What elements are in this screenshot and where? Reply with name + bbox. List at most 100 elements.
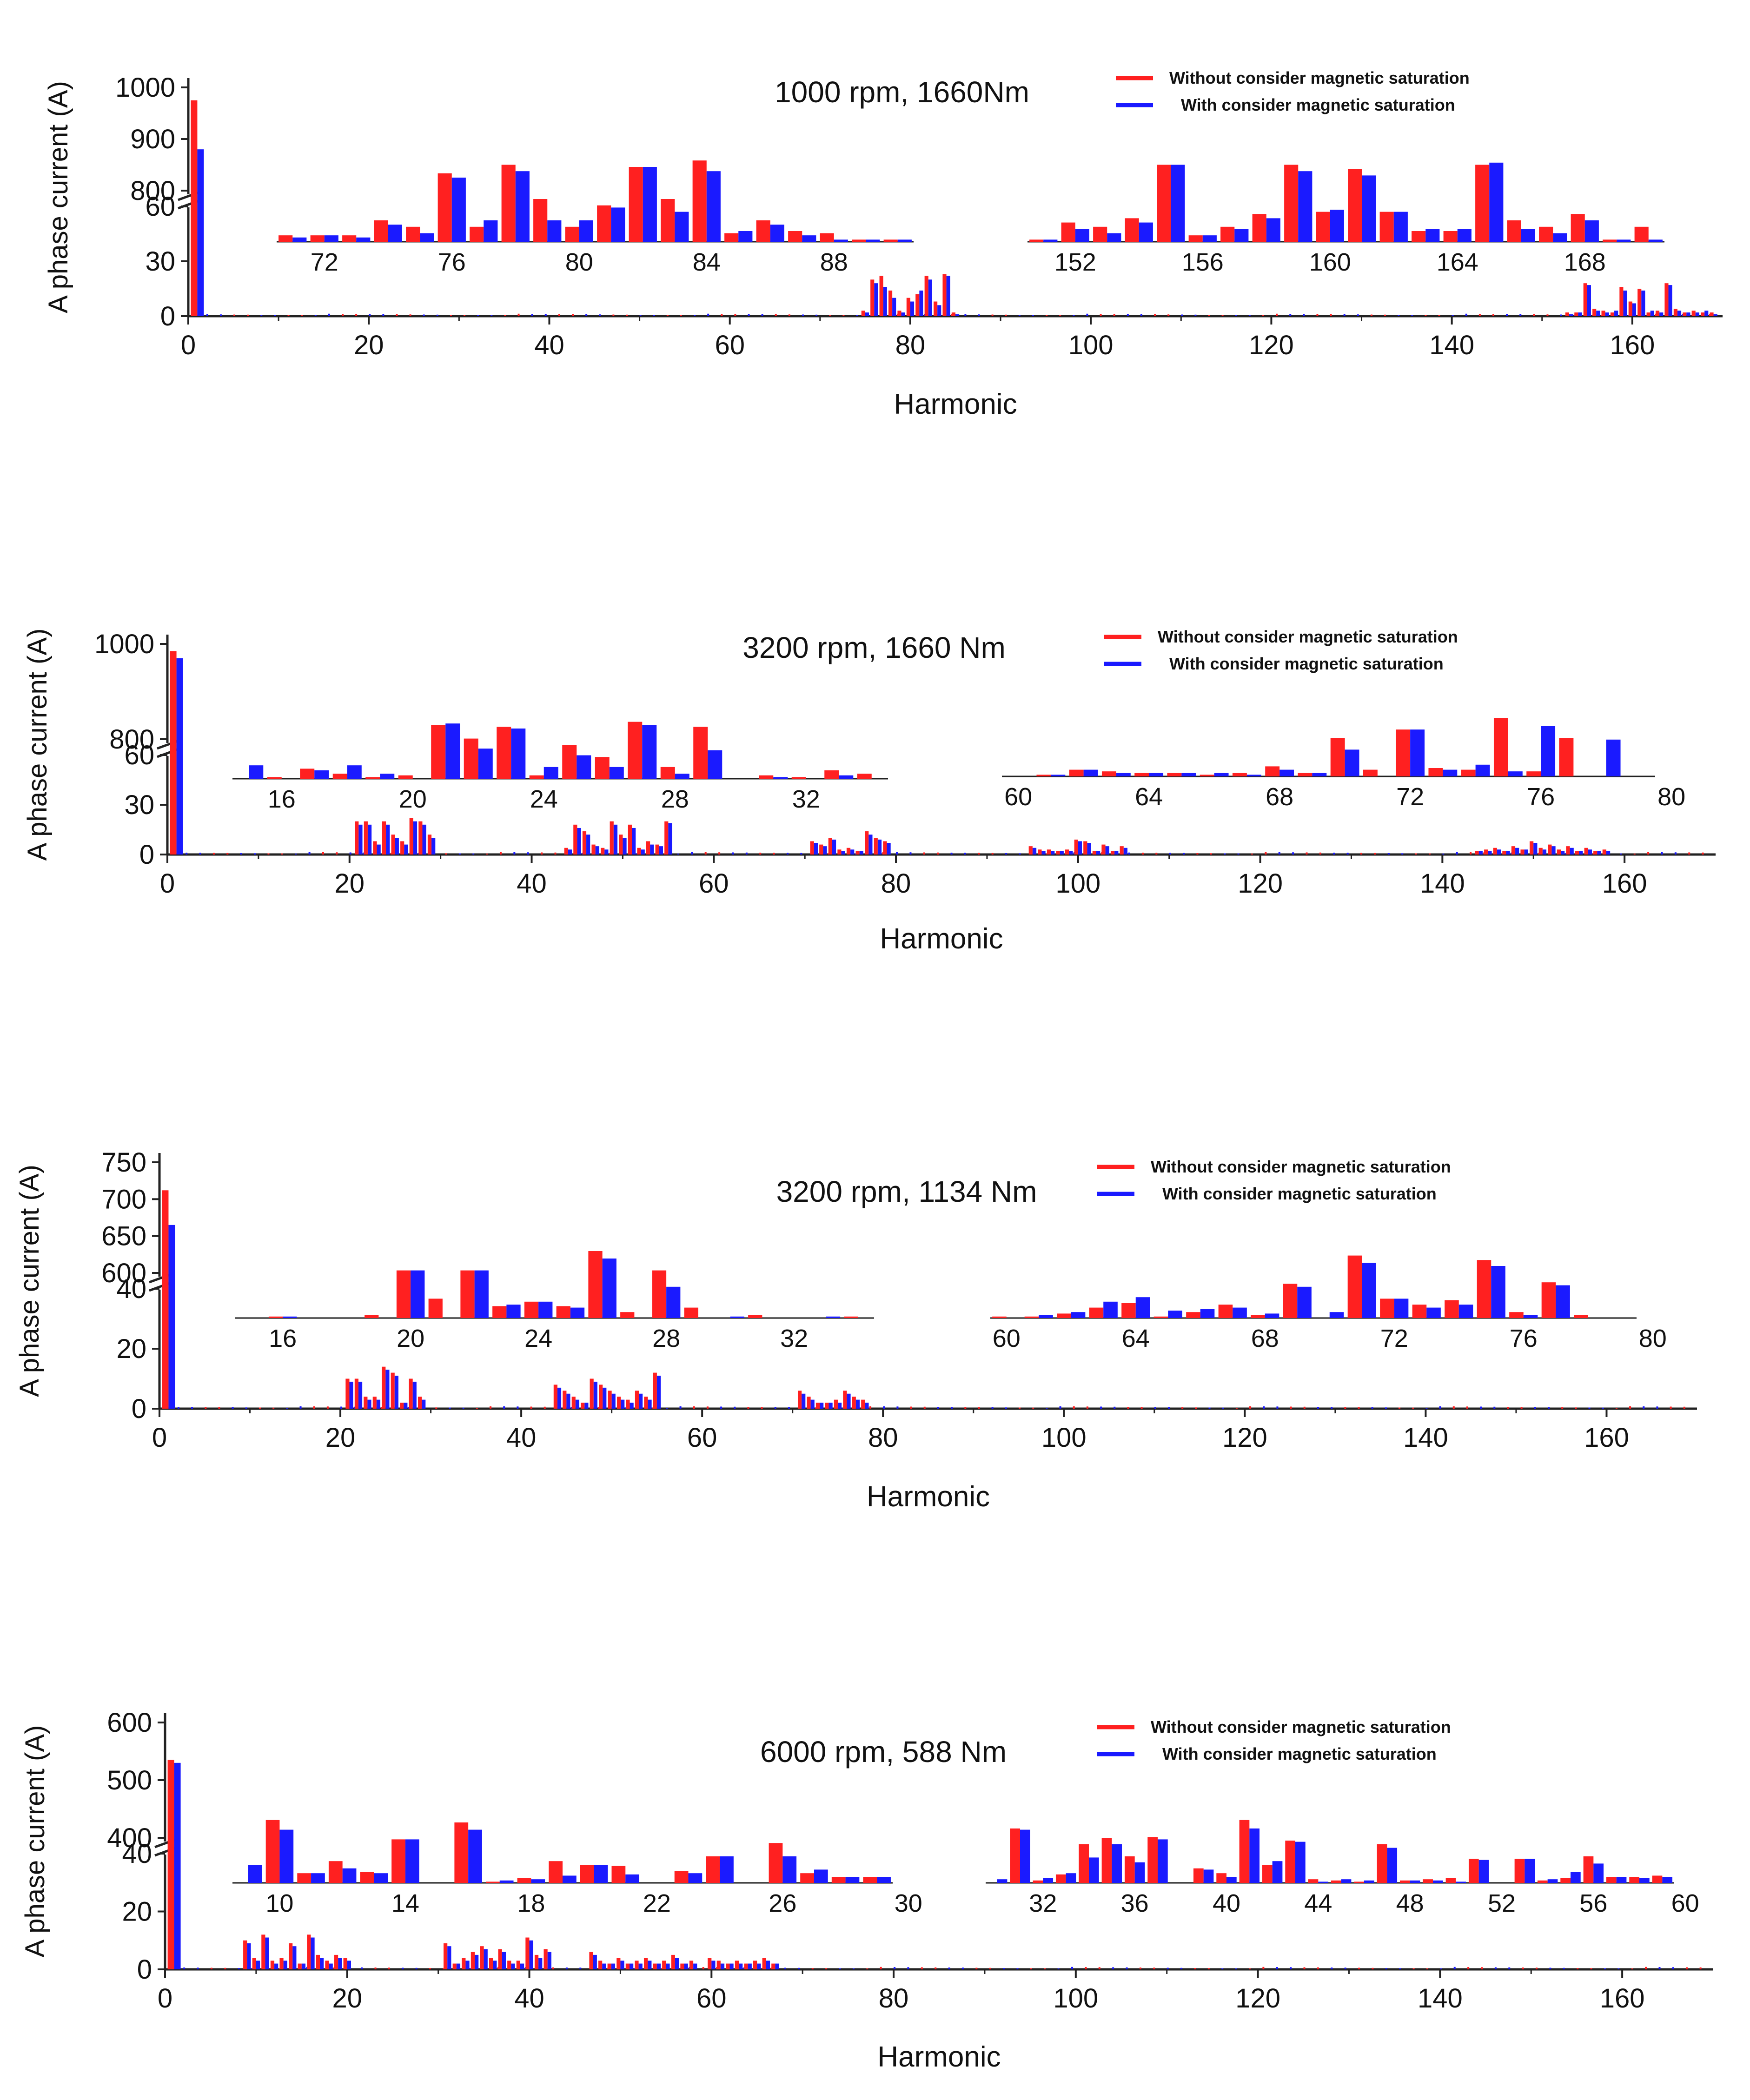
- bar-with: [1695, 312, 1699, 316]
- inset-bar-without: [1055, 1874, 1066, 1883]
- noise-bar: [1128, 852, 1130, 855]
- bar-with: [301, 1963, 306, 1969]
- bar-without: [601, 848, 605, 855]
- inset-bar-without: [1308, 1879, 1319, 1883]
- inset-bar-with: [506, 1305, 521, 1318]
- bar-without: [589, 1952, 593, 1969]
- bar-without: [534, 1954, 539, 1969]
- bar-with: [1597, 851, 1601, 855]
- bar-with: [1659, 312, 1664, 316]
- inset-bar-with: [826, 1316, 841, 1318]
- bar-with: [347, 1961, 351, 1969]
- bar-with: [1551, 846, 1556, 855]
- inset-bar-without: [1514, 1859, 1525, 1883]
- inset-bar-without: [1428, 768, 1443, 776]
- noise-bar: [704, 852, 707, 855]
- inset-bar-without: [629, 167, 643, 242]
- inset-bar-without: [1507, 220, 1521, 242]
- bar-without: [1710, 312, 1714, 316]
- noise-bar: [415, 1968, 418, 1969]
- noise-bar: [1661, 852, 1663, 855]
- noise-bar: [761, 1407, 763, 1409]
- noise-bar: [1114, 1406, 1116, 1409]
- bar-without: [564, 848, 568, 855]
- bar-with: [1606, 851, 1611, 855]
- bar-with: [757, 1963, 761, 1969]
- y-tick-label: 700: [101, 1184, 146, 1214]
- inset-bar-without: [1348, 169, 1362, 242]
- inset-bar-with: [1246, 775, 1261, 776]
- x-tick-label: 160: [1600, 1983, 1645, 2014]
- noise-bar: [1262, 1967, 1265, 1969]
- inset-bar-without: [1193, 1868, 1204, 1883]
- noise-bar: [1113, 314, 1115, 316]
- noise-bar: [896, 1406, 899, 1409]
- bar-without: [1583, 283, 1587, 316]
- inset-bar-without: [1232, 773, 1247, 776]
- noise-bar: [314, 315, 317, 316]
- noise-bar: [299, 1406, 302, 1409]
- x-tick-label: 0: [152, 1423, 167, 1453]
- x-tick-label: 140: [1418, 1983, 1463, 2014]
- inset-bar-without: [1330, 738, 1345, 776]
- noise-bar: [677, 854, 679, 855]
- inset-bar-with: [1541, 726, 1556, 776]
- bar-with: [1650, 311, 1654, 316]
- noise-bar: [1534, 1407, 1536, 1409]
- bar-cluster: [797, 1391, 869, 1409]
- noise-bar: [1508, 1967, 1511, 1969]
- noise-bar: [186, 853, 188, 855]
- inset-bar-without: [396, 1270, 411, 1318]
- noise-bar: [1370, 314, 1372, 316]
- y-tick-label: 0: [160, 301, 175, 331]
- bar-without: [1673, 309, 1677, 316]
- bar-with: [1570, 848, 1574, 855]
- x-tick-label: 20: [325, 1423, 356, 1453]
- y-tick-label: 800: [109, 724, 154, 755]
- chart-panel-3: 3200 rpm, 1134 Nm Without consider magnet…: [14, 1147, 1697, 1513]
- inset-tick-label: 14: [391, 1889, 419, 1917]
- bar-without: [643, 1958, 648, 1969]
- noise-bar: [1412, 1968, 1415, 1969]
- inset-bar-with: [1266, 218, 1280, 242]
- noise-bar: [1005, 853, 1008, 855]
- bar-without: [897, 311, 902, 316]
- noise-bar: [839, 1968, 841, 1969]
- bar-without: [1557, 849, 1561, 855]
- bar-without: [591, 844, 596, 855]
- inset-bar-with: [706, 171, 721, 242]
- noise-bar: [1617, 1968, 1620, 1969]
- inset-tick-label: 60: [993, 1325, 1021, 1352]
- bar-without: [582, 831, 587, 855]
- noise-bar: [212, 853, 215, 855]
- inset-bar-without: [365, 1315, 379, 1318]
- bar-cluster: [810, 831, 891, 855]
- inset-bar-without: [1153, 1316, 1168, 1318]
- chart-legend: Without consider magnetic saturation With…: [1097, 1157, 1451, 1203]
- noise-bar: [355, 314, 358, 316]
- bar-without: [279, 1958, 284, 1969]
- noise-bar: [1224, 853, 1226, 855]
- inset-tick-label: 30: [895, 1889, 922, 1917]
- noise-bar: [585, 314, 588, 316]
- x-tick-label: 120: [1249, 330, 1294, 360]
- inset-bar-without: [406, 226, 420, 242]
- y-tick-label: 750: [101, 1147, 146, 1178]
- noise-bar: [274, 315, 276, 316]
- inset-bar-without: [652, 1270, 667, 1318]
- chart-panel-4: 6000 rpm, 588 Nm Without consider magneti…: [20, 1708, 1713, 2073]
- inset-bar-without: [992, 1316, 1007, 1318]
- noise-bar: [1374, 853, 1376, 855]
- noise-bar: [1399, 1968, 1401, 1969]
- bar-with: [1632, 303, 1637, 316]
- noise-bar: [1561, 1407, 1564, 1409]
- bar-with: [1704, 311, 1709, 316]
- inset-bar-with: [1364, 1880, 1374, 1883]
- noise-bar: [1358, 1968, 1360, 1969]
- noise-bar: [197, 1968, 199, 1969]
- bar-with: [1677, 311, 1682, 316]
- inset-tick-label: 76: [1510, 1325, 1538, 1352]
- noise-bar: [1533, 314, 1535, 316]
- bar-with: [465, 1961, 470, 1969]
- bar-with: [955, 314, 960, 316]
